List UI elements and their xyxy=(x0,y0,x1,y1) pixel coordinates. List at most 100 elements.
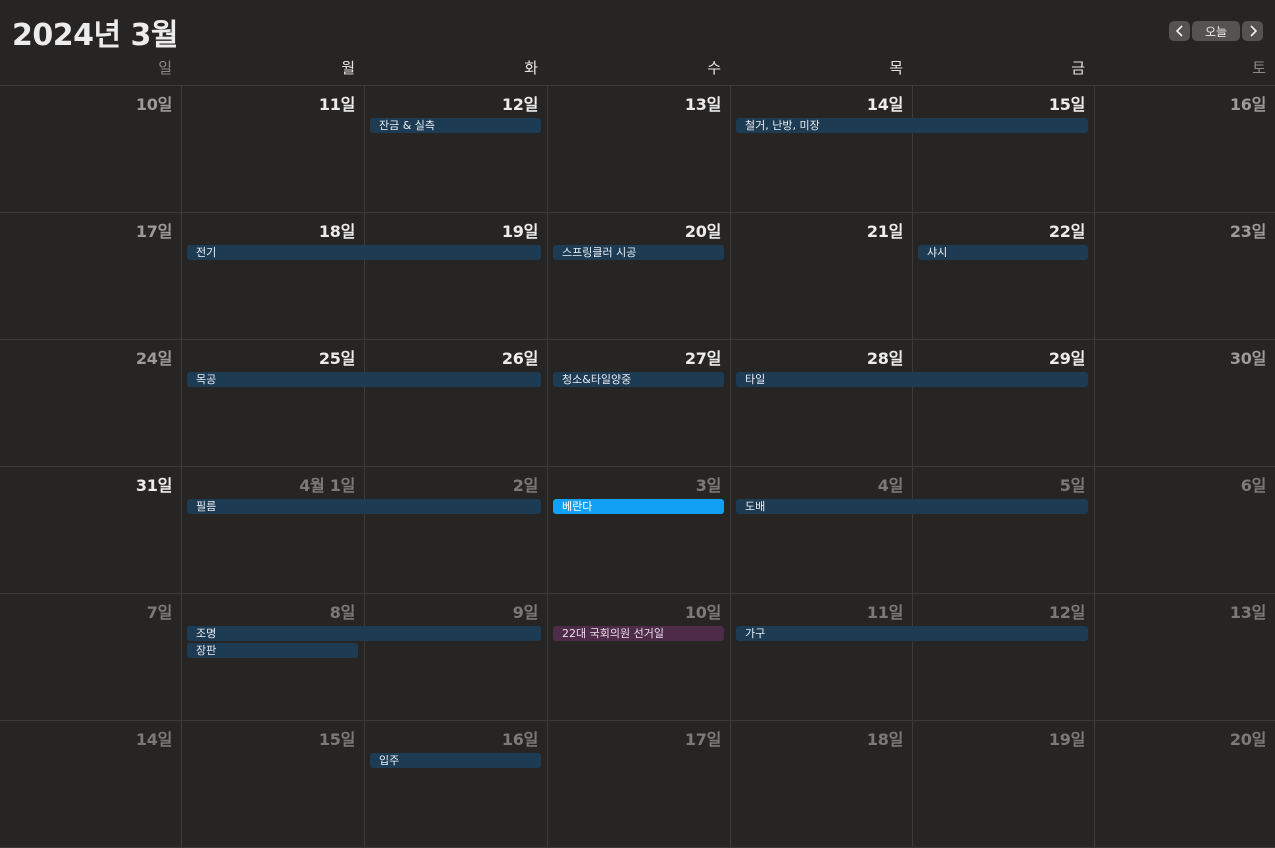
chevron-right-icon xyxy=(1249,25,1257,37)
day-number: 10일 xyxy=(684,603,721,622)
day-number: 15일 xyxy=(1048,95,1085,114)
day-cell[interactable]: 11일 xyxy=(181,86,364,213)
day-cell[interactable]: 17일 xyxy=(0,213,181,340)
day-cell[interactable]: 16일 xyxy=(364,721,547,848)
day-cell[interactable]: 11일 xyxy=(730,594,912,721)
day-cell[interactable]: 31일 xyxy=(0,467,181,594)
day-number: 17일 xyxy=(135,222,172,241)
calendar-header: 2024년 3월 오늘 xyxy=(0,0,1275,60)
calendar-event[interactable]: 도배 xyxy=(736,499,1088,514)
day-number: 17일 xyxy=(684,730,721,749)
day-cell[interactable]: 2일 xyxy=(364,467,547,594)
day-cell[interactable]: 13일 xyxy=(547,86,730,213)
day-cell[interactable]: 20일 xyxy=(547,213,730,340)
day-cell[interactable]: 26일 xyxy=(364,340,547,467)
day-cell[interactable]: 30일 xyxy=(1094,340,1275,467)
calendar-event[interactable]: 베란다 xyxy=(553,499,724,514)
day-cell[interactable]: 18일 xyxy=(730,721,912,848)
day-number: 23일 xyxy=(1229,222,1266,241)
day-number: 25일 xyxy=(318,349,355,368)
day-cell[interactable]: 15일 xyxy=(912,86,1094,213)
calendar-event[interactable]: 입주 xyxy=(370,753,541,768)
today-button[interactable]: 오늘 xyxy=(1192,21,1240,41)
day-cell[interactable]: 29일 xyxy=(912,340,1094,467)
day-number: 16일 xyxy=(1229,95,1266,114)
day-number: 11일 xyxy=(866,603,903,622)
calendar-event[interactable]: 전기 xyxy=(187,245,541,260)
day-cell[interactable]: 5일 xyxy=(912,467,1094,594)
day-number: 7일 xyxy=(146,603,173,622)
day-number: 4일 xyxy=(877,476,904,495)
day-cell[interactable]: 14일 xyxy=(0,721,181,848)
day-cell[interactable]: 9일 xyxy=(364,594,547,721)
weekday-label: 목 xyxy=(889,59,903,77)
day-cell[interactable]: 25일 xyxy=(181,340,364,467)
day-cell[interactable]: 15일 xyxy=(181,721,364,848)
calendar-event[interactable]: 장판 xyxy=(187,643,358,658)
day-cell[interactable]: 4월 1일 xyxy=(181,467,364,594)
month-title: 2024년 3월 xyxy=(12,18,179,53)
day-number: 13일 xyxy=(684,95,721,114)
day-number: 2일 xyxy=(512,476,539,495)
day-number: 15일 xyxy=(318,730,355,749)
day-cell[interactable]: 23일 xyxy=(1094,213,1275,340)
day-cell[interactable]: 20일 xyxy=(1094,721,1275,848)
month-navigation: 오늘 xyxy=(1169,21,1263,41)
day-cell[interactable]: 13일 xyxy=(1094,594,1275,721)
day-cell[interactable]: 8일 xyxy=(181,594,364,721)
day-cell[interactable]: 10일 xyxy=(547,594,730,721)
calendar-event[interactable]: 가구 xyxy=(736,626,1088,641)
day-number: 8일 xyxy=(329,603,356,622)
day-cell[interactable]: 18일 xyxy=(181,213,364,340)
day-cell[interactable]: 14일 xyxy=(730,86,912,213)
day-number: 12일 xyxy=(501,95,538,114)
day-number: 29일 xyxy=(1048,349,1085,368)
weekday-label: 일 xyxy=(158,59,172,77)
calendar-event[interactable]: 철거, 난방, 미장 xyxy=(736,118,1088,133)
day-cell[interactable]: 3일 xyxy=(547,467,730,594)
day-cell[interactable]: 7일 xyxy=(0,594,181,721)
day-cell[interactable]: 19일 xyxy=(364,213,547,340)
day-cell[interactable]: 27일 xyxy=(547,340,730,467)
day-cell[interactable]: 4일 xyxy=(730,467,912,594)
next-month-button[interactable] xyxy=(1242,21,1263,41)
calendar-event[interactable]: 잔금 & 실측 xyxy=(370,118,541,133)
calendar-event[interactable]: 목공 xyxy=(187,372,541,387)
day-number: 9일 xyxy=(512,603,539,622)
day-number: 31일 xyxy=(135,476,172,495)
month-grid: 10일 11일 12일 13일 14일 15일 16일 17일 18일 19일 20일 21일 22일 2… xyxy=(0,85,1275,848)
day-number: 16일 xyxy=(501,730,538,749)
weekday-label: 월 xyxy=(341,59,355,77)
calendar-event[interactable]: 조명 xyxy=(187,626,541,641)
day-number: 27일 xyxy=(684,349,721,368)
day-cell[interactable]: 12일 xyxy=(912,594,1094,721)
weekday-label: 화 xyxy=(524,59,538,77)
calendar-event[interactable]: 스프링클러 시공 xyxy=(553,245,724,260)
day-number: 22일 xyxy=(1048,222,1085,241)
day-number: 19일 xyxy=(1048,730,1085,749)
day-cell[interactable]: 24일 xyxy=(0,340,181,467)
day-cell[interactable]: 17일 xyxy=(547,721,730,848)
weekday-label: 금 xyxy=(1071,59,1085,77)
day-cell[interactable]: 12일 xyxy=(364,86,547,213)
day-cell[interactable]: 22일 xyxy=(912,213,1094,340)
day-cell[interactable]: 10일 xyxy=(0,86,181,213)
calendar-event[interactable]: 필름 xyxy=(187,499,541,514)
calendar-event[interactable]: 청소&타일양중 xyxy=(553,372,724,387)
day-cell[interactable]: 6일 xyxy=(1094,467,1275,594)
day-cell[interactable]: 19일 xyxy=(912,721,1094,848)
previous-month-button[interactable] xyxy=(1169,21,1190,41)
day-cell[interactable]: 16일 xyxy=(1094,86,1275,213)
day-number: 20일 xyxy=(684,222,721,241)
holiday-event[interactable]: 22대 국회의원 선거일 xyxy=(553,626,724,641)
weekday-label: 토 xyxy=(1252,59,1266,77)
day-number: 3일 xyxy=(695,476,722,495)
day-number: 30일 xyxy=(1229,349,1266,368)
day-cell[interactable]: 28일 xyxy=(730,340,912,467)
day-number: 19일 xyxy=(501,222,538,241)
day-cell[interactable]: 21일 xyxy=(730,213,912,340)
calendar-event[interactable]: 샤시 xyxy=(918,245,1088,260)
calendar-event[interactable]: 타일 xyxy=(736,372,1088,387)
day-number: 21일 xyxy=(866,222,903,241)
